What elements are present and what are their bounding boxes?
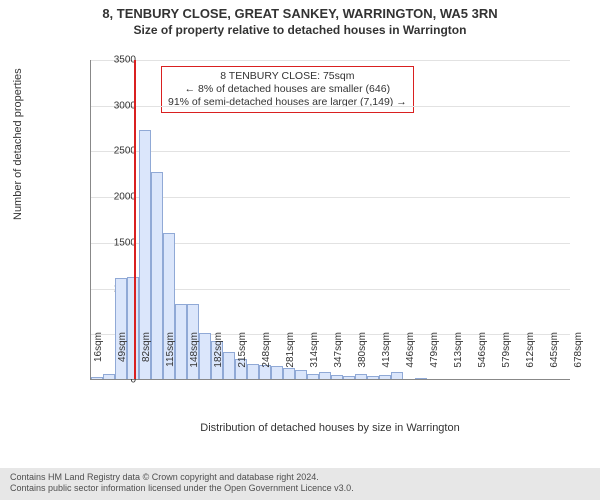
histogram-bar <box>415 378 426 379</box>
y-tick-label: 3500 <box>90 55 136 66</box>
gridline <box>91 151 570 152</box>
y-tick-label: 2000 <box>90 192 136 203</box>
histogram-bar <box>343 376 354 379</box>
gridline <box>91 60 570 61</box>
x-tick-label: 49sqm <box>117 332 128 382</box>
x-axis-label: Distribution of detached houses by size … <box>90 422 570 458</box>
attribution-footer: Contains HM Land Registry data © Crown c… <box>0 468 600 500</box>
histogram-bar <box>103 374 114 379</box>
x-tick-label: 182sqm <box>213 332 224 382</box>
gridline <box>91 106 570 107</box>
x-tick-label: 16sqm <box>93 332 104 382</box>
title-subtitle: Size of property relative to detached ho… <box>0 23 600 37</box>
histogram-bar <box>391 372 402 379</box>
callout-line3: 91% of semi-detached houses are larger (… <box>168 96 407 109</box>
histogram-bar <box>199 333 210 379</box>
x-tick-label: 579sqm <box>501 332 512 382</box>
x-tick-label: 446sqm <box>405 332 416 382</box>
footer-line2: Contains public sector information licen… <box>10 483 594 494</box>
histogram-bar <box>247 364 258 379</box>
y-tick-label: 2500 <box>90 146 136 157</box>
x-tick-label: 82sqm <box>141 332 152 382</box>
histogram-bar <box>319 372 330 379</box>
x-tick-label: 347sqm <box>333 332 344 382</box>
histogram-bar <box>151 172 162 379</box>
x-tick-label: 215sqm <box>237 332 248 382</box>
histogram-bar <box>367 376 378 379</box>
histogram-bar <box>223 352 234 379</box>
x-tick-label: 678sqm <box>573 332 584 382</box>
y-tick-label: 1500 <box>90 237 136 248</box>
gridline <box>91 197 570 198</box>
reference-line <box>134 60 136 379</box>
x-tick-label: 546sqm <box>477 332 488 382</box>
plot-area: 8 TENBURY CLOSE: 75sqm ← 8% of detached … <box>90 60 570 380</box>
x-tick-label: 248sqm <box>261 332 272 382</box>
x-tick-label: 513sqm <box>453 332 464 382</box>
x-tick-label: 612sqm <box>525 332 536 382</box>
title-address: 8, TENBURY CLOSE, GREAT SANKEY, WARRINGT… <box>0 6 600 21</box>
chart-container: Number of detached properties 8 TENBURY … <box>40 50 580 420</box>
x-tick-label: 148sqm <box>189 332 200 382</box>
x-tick-label: 314sqm <box>309 332 320 382</box>
y-tick-label: 3000 <box>90 100 136 111</box>
x-tick-label: 645sqm <box>549 332 560 382</box>
y-axis-label: Number of detached properties <box>12 68 24 220</box>
histogram-bar <box>175 304 186 379</box>
x-tick-label: 115sqm <box>165 332 176 382</box>
x-tick-label: 479sqm <box>429 332 440 382</box>
callout-line1: 8 TENBURY CLOSE: 75sqm <box>168 70 407 83</box>
callout-line2: ← 8% of detached houses are smaller (646… <box>168 83 407 96</box>
footer-line1: Contains HM Land Registry data © Crown c… <box>10 472 594 483</box>
histogram-bar <box>271 366 282 379</box>
x-tick-label: 413sqm <box>381 332 392 382</box>
x-tick-label: 380sqm <box>357 332 368 382</box>
histogram-bar <box>295 370 306 379</box>
chart-title: 8, TENBURY CLOSE, GREAT SANKEY, WARRINGT… <box>0 0 600 37</box>
x-tick-label: 281sqm <box>285 332 296 382</box>
